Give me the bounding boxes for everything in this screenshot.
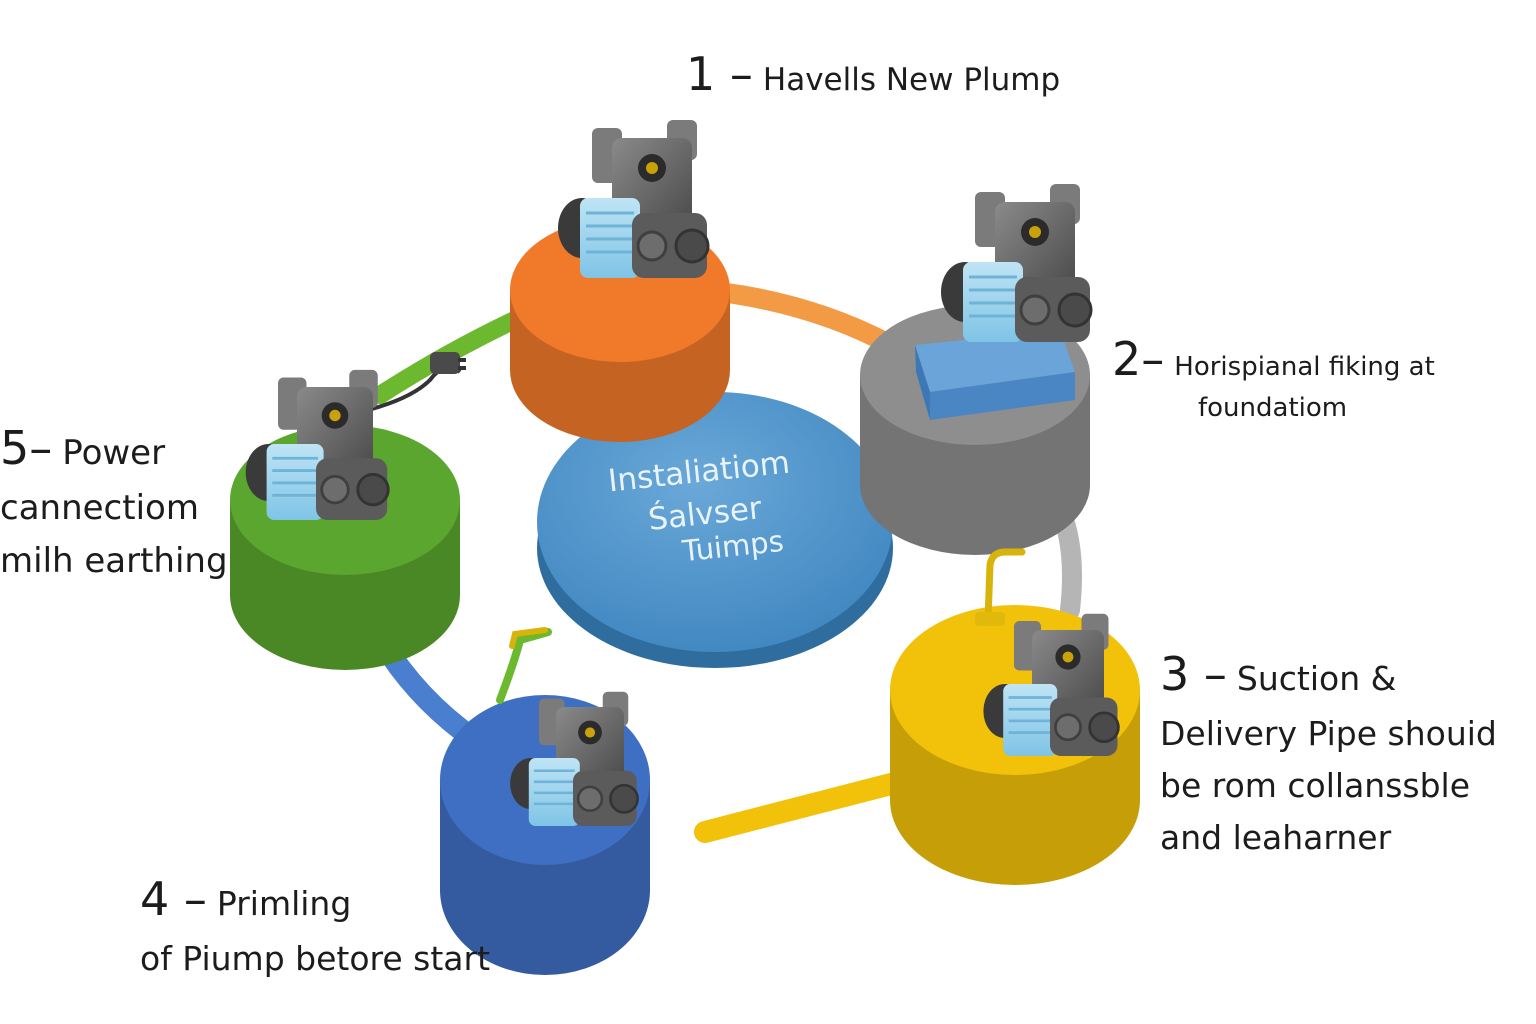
step-2-text-line-1: Horispianal fiking at: [1174, 352, 1435, 382]
step-2-text-line-2: foundatiom: [1198, 392, 1348, 423]
step-1-text-line-1: Havells New Plump: [762, 62, 1061, 98]
step-4-number: 4 –: [140, 872, 207, 926]
step-2-number: 2–: [1112, 332, 1165, 386]
connector-orange-gray: [710, 282, 910, 360]
power-plug-icon: [359, 352, 466, 414]
step-3-number: 3 –: [1160, 647, 1227, 701]
step-2-label: 2– Horispianal fiking at foundatiom: [1112, 333, 1435, 424]
faucet-icon: [496, 627, 552, 704]
step-5-text-line-1: Power: [62, 433, 166, 473]
step-3-text-line-4: and leaharner: [1160, 817, 1392, 857]
step-4-label: 4 – Primling of Piump betore start: [140, 873, 490, 978]
step-3-label: 3 – Suction & Delivery Pipe shouid be rom…: [1160, 648, 1497, 857]
step-5-text-line-2: cannectiom: [0, 487, 199, 528]
foundation-block-icon: [915, 330, 1075, 420]
center-disc: Instaliatiom Śalvser Tuimps: [537, 392, 893, 668]
step-1-number: 1 –: [686, 47, 753, 101]
pump-icon: [510, 691, 639, 826]
pump-icon: [558, 120, 710, 278]
step-3-text-line-1: Suction &: [1236, 659, 1397, 698]
faucet-icon: [975, 548, 1026, 626]
step-5-number: 5–: [0, 421, 53, 475]
step-4-text-line-1: Primling: [216, 884, 352, 923]
step-5-label: 5– Power cannectiom milh earthing: [0, 422, 228, 581]
pump-icon: [983, 613, 1120, 756]
step-3-text-line-2: Delivery Pipe shouid: [1160, 713, 1497, 753]
pump-icon: [245, 369, 390, 520]
step-4-text-line-2: of Piump betore start: [140, 938, 491, 978]
step-1-label: 1 – Havells New Plump: [686, 48, 1060, 101]
pump-icon: [941, 184, 1093, 342]
step-3-text-line-3: be rom collanssble: [1160, 765, 1471, 805]
step-5-text-line-3: milh earthing: [0, 540, 228, 581]
